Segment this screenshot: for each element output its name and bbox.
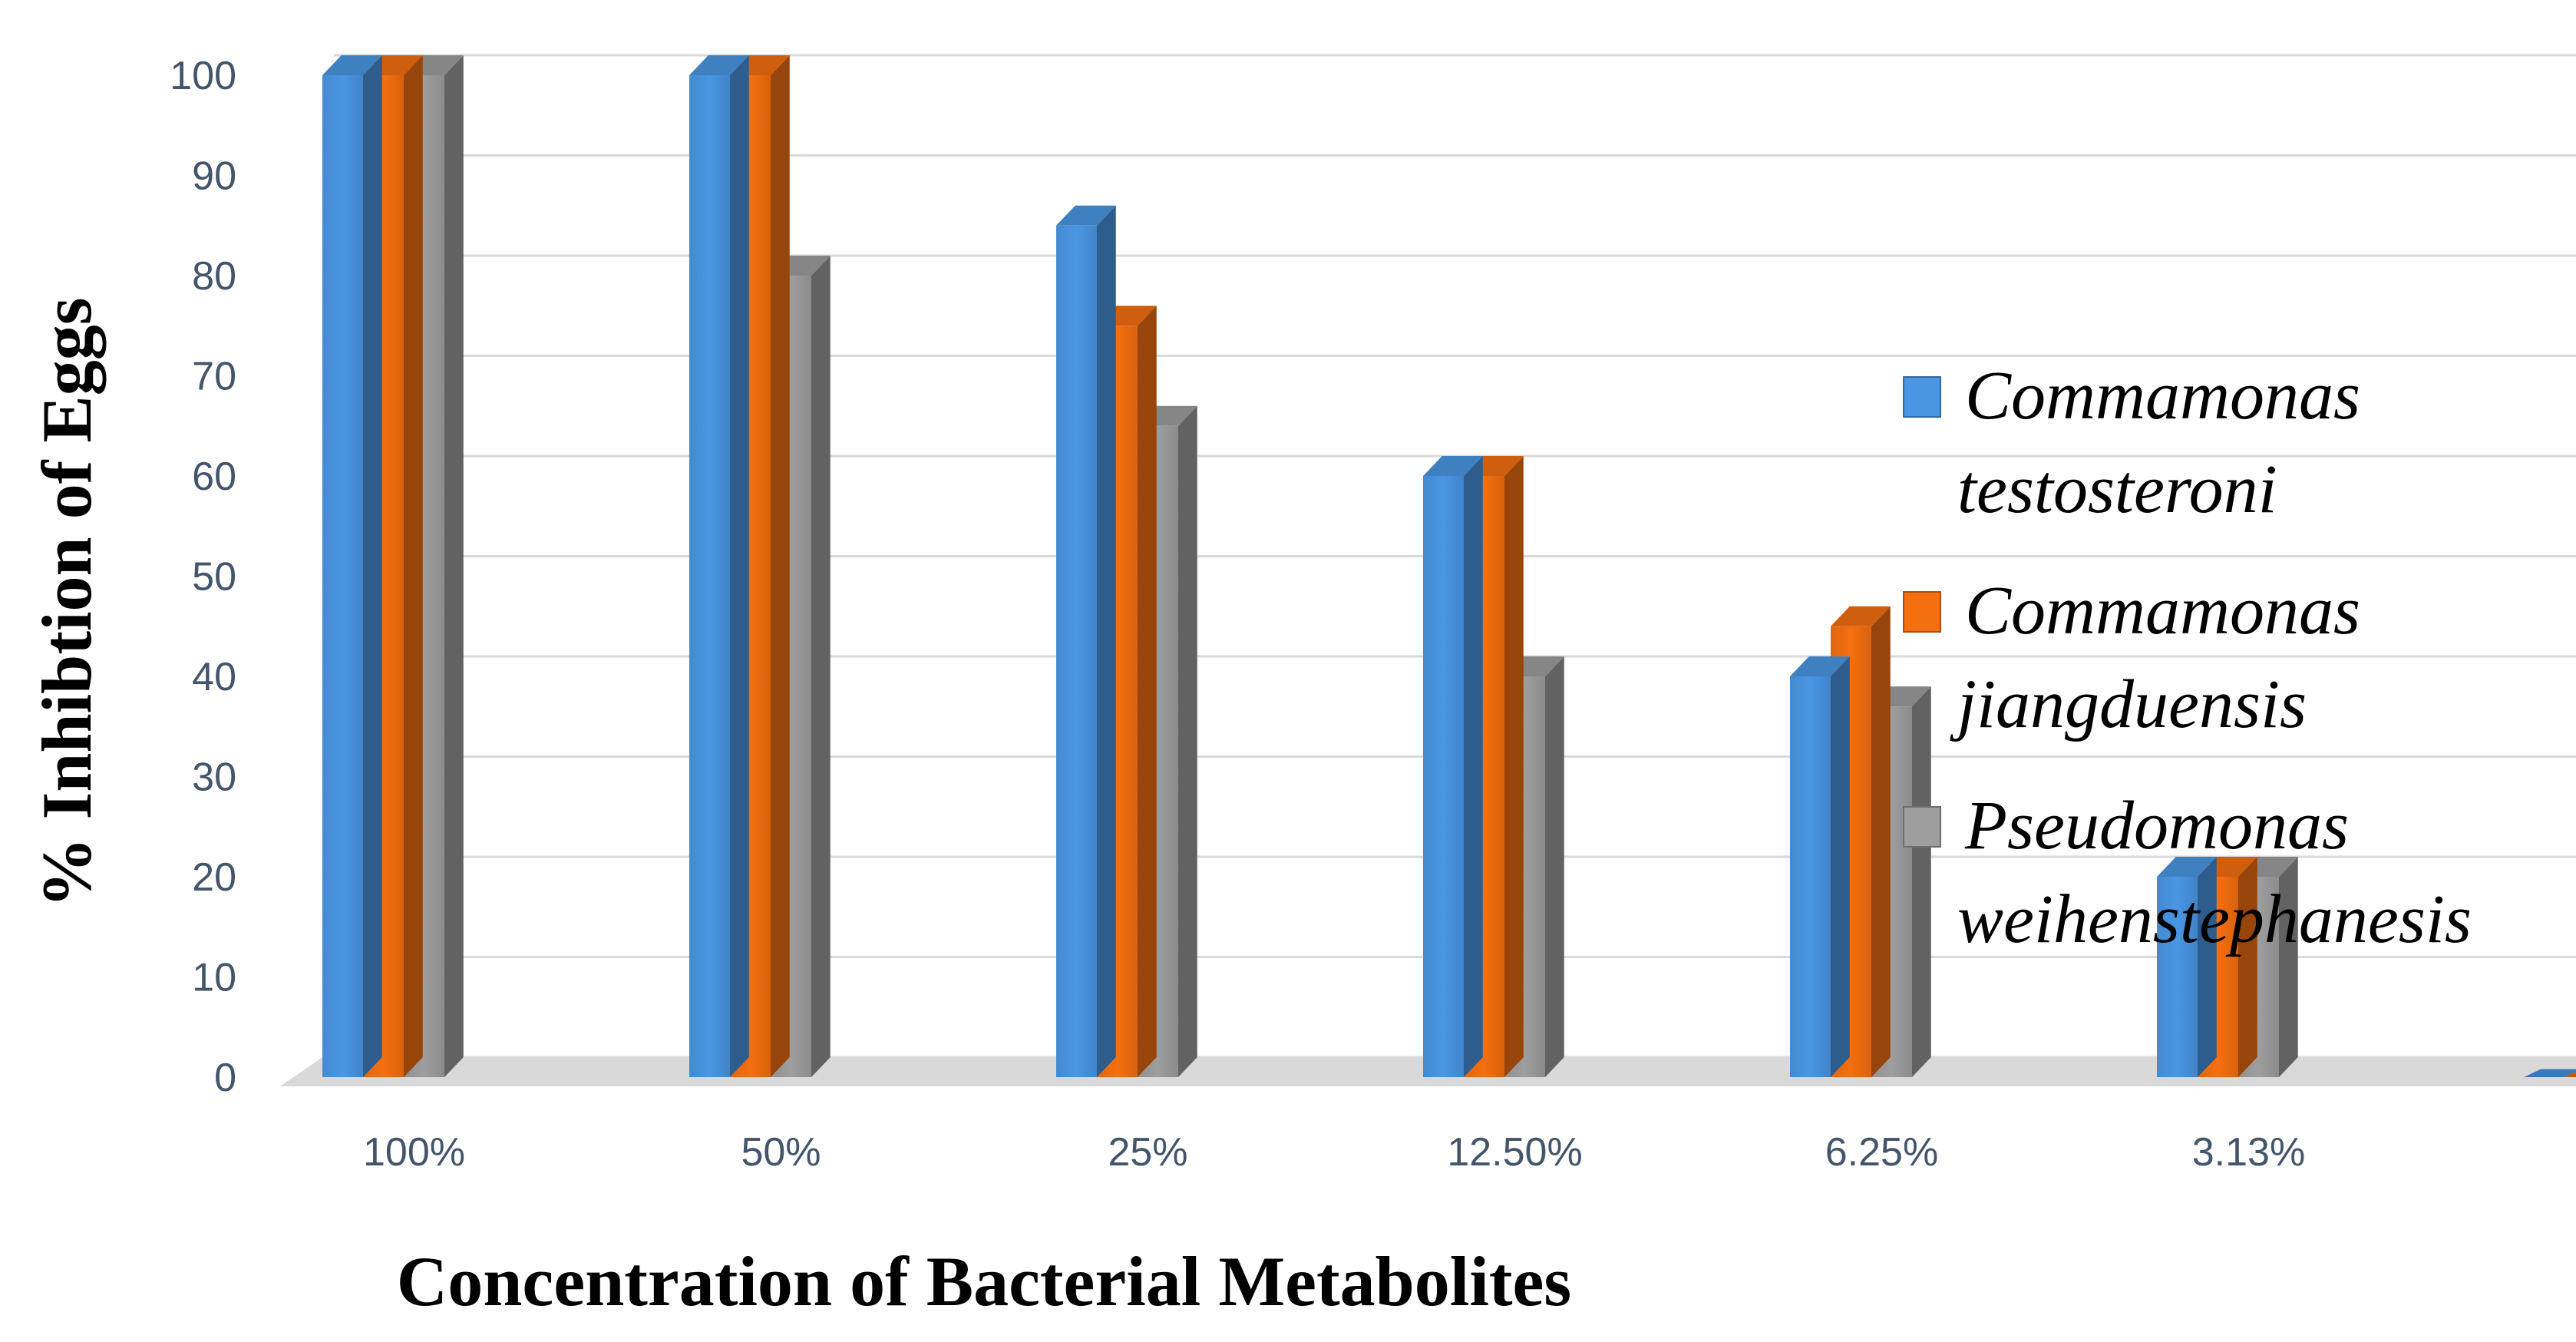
bar-side <box>363 55 382 1077</box>
y-tick-label: 70 <box>192 355 236 399</box>
y-tick-label: 50 <box>192 555 236 600</box>
y-axis-ticks: 0 10 20 30 40 50 60 70 80 90 100 <box>170 54 236 1100</box>
bar-side <box>1464 456 1483 1077</box>
bar-side <box>444 55 464 1077</box>
y-tick-label: 30 <box>192 755 236 800</box>
bar-front <box>2157 877 2198 1077</box>
bar <box>2157 857 2217 1077</box>
legend-label: weihenstephanesis <box>1957 881 2472 957</box>
bar-front <box>1423 476 1464 1077</box>
legend: Commamonas testosteroni Commamonas jiangdue… <box>1903 358 2472 957</box>
bar-top <box>1423 456 1483 476</box>
bars <box>322 55 2576 1077</box>
y-axis-title: % Inhibtion of Eggs <box>28 297 106 907</box>
bar-side <box>2198 857 2217 1077</box>
bar <box>1790 656 1850 1077</box>
legend-label: Commamonas <box>1965 573 2360 649</box>
bar-flat <box>2564 1071 2576 1077</box>
y-tick-label: 0 <box>214 1056 236 1100</box>
bar-side <box>811 256 831 1077</box>
y-tick-label: 60 <box>192 454 236 499</box>
bar-side <box>404 55 423 1077</box>
legend-label: Pseudomonas <box>1964 788 2349 864</box>
bar-top <box>1056 205 1116 226</box>
bar-side <box>1831 656 1850 1077</box>
y-tick-label: 40 <box>192 655 236 699</box>
bar-side <box>771 55 790 1077</box>
legend-label: testosteroni <box>1957 451 2277 527</box>
legend-label: jiangduensis <box>1950 666 2307 742</box>
x-tick-label: 6.25% <box>1825 1130 1938 1175</box>
bar <box>1056 205 1116 1077</box>
bar <box>689 55 749 1077</box>
x-tick-label: 100% <box>363 1130 465 1175</box>
x-tick-label: 3.13% <box>2192 1130 2305 1175</box>
legend-swatch <box>1903 591 1941 633</box>
bar-top <box>322 55 382 75</box>
x-tick-label: 25% <box>1108 1130 1187 1175</box>
x-tick-label: 50% <box>741 1130 821 1175</box>
legend-swatch <box>1903 376 1941 418</box>
bar-top <box>2157 857 2217 877</box>
bar-front <box>1056 225 1097 1077</box>
legend-swatch <box>1903 806 1941 848</box>
legend-item: Commamonas testosteroni <box>1903 358 2360 527</box>
bar <box>1423 456 1483 1077</box>
bar-side <box>1097 205 1116 1077</box>
bar <box>2564 1071 2576 1077</box>
legend-item: Pseudomonas weihenstephanesis <box>1903 788 2472 957</box>
y-tick-label: 80 <box>192 254 236 299</box>
legend-label: Commamonas <box>1965 358 2360 434</box>
bar-side <box>1178 405 1197 1077</box>
bar-side <box>1871 606 1891 1077</box>
bar-side <box>1504 456 1524 1077</box>
bar-top <box>1790 656 1850 676</box>
x-axis-categories: 100%50%25%12.50%6.25%3.13%N.CP.C <box>363 1130 2305 1175</box>
bar-side <box>2279 857 2298 1077</box>
bar-side <box>2238 857 2257 1077</box>
bar-flat <box>2524 1069 2576 1077</box>
legend-item: Commamonas jiangduensis <box>1903 573 2360 742</box>
bar <box>2524 1069 2576 1077</box>
y-tick-label: 100 <box>170 54 236 98</box>
bar-top <box>689 55 749 75</box>
bar-side <box>1912 686 1931 1077</box>
y-tick-label: 10 <box>192 956 236 1000</box>
bar-top <box>1831 606 1891 626</box>
bar-side <box>730 55 749 1077</box>
y-tick-label: 90 <box>192 154 236 199</box>
bar-side <box>1545 656 1564 1077</box>
bar-front <box>689 75 730 1077</box>
bar-front <box>322 75 363 1077</box>
x-tick-label: 12.50% <box>1447 1130 1582 1175</box>
x-axis-title: Concentration of Bacterial Metabolites <box>397 1242 1571 1321</box>
y-tick-label: 20 <box>192 855 236 900</box>
bar <box>322 55 382 1077</box>
bar-side <box>1138 306 1157 1077</box>
bar-front <box>1790 676 1831 1077</box>
